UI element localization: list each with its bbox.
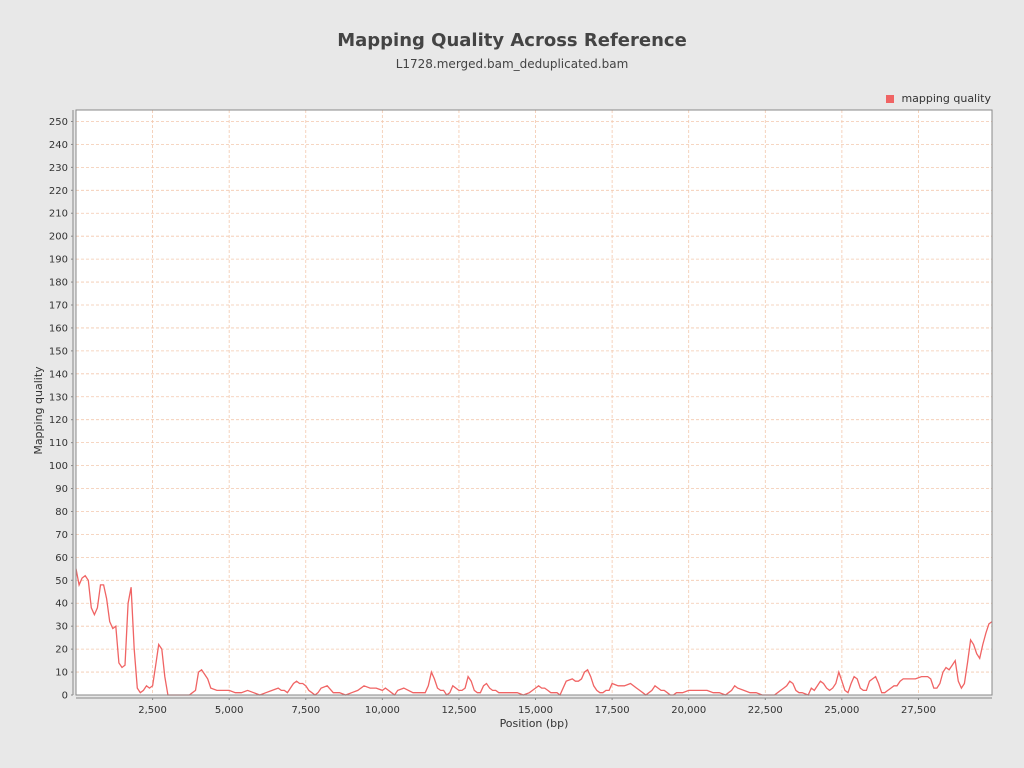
legend-swatch-mapping-quality bbox=[886, 94, 895, 103]
y-tick-label: 240 bbox=[49, 140, 68, 151]
x-axis-label: Position (bp) bbox=[500, 717, 569, 730]
y-tick-label: 230 bbox=[49, 163, 68, 174]
y-tick-label: 100 bbox=[49, 461, 68, 472]
x-tick-label: 5,000 bbox=[215, 705, 244, 716]
x-tick-label: 27,500 bbox=[901, 705, 936, 716]
chart-title: Mapping Quality Across Reference bbox=[337, 30, 687, 51]
x-tick-label: 22,500 bbox=[748, 705, 783, 716]
y-tick-label: 130 bbox=[49, 392, 68, 403]
y-tick-label: 160 bbox=[49, 323, 68, 334]
y-tick-label: 30 bbox=[55, 622, 68, 633]
chart-subtitle: L1728.merged.bam_deduplicated.bam bbox=[395, 57, 629, 71]
y-tick-label: 110 bbox=[49, 438, 68, 449]
y-tick-label: 170 bbox=[49, 301, 68, 312]
y-tick-label: 40 bbox=[55, 599, 68, 610]
y-tick-label: 80 bbox=[55, 507, 68, 518]
x-tick-label: 7,500 bbox=[291, 705, 320, 716]
x-tick-label: 10,000 bbox=[365, 705, 400, 716]
y-tick-label: 200 bbox=[49, 232, 68, 243]
y-tick-label: 90 bbox=[55, 484, 68, 495]
y-tick-label: 50 bbox=[55, 576, 68, 587]
y-tick-label: 20 bbox=[55, 645, 68, 656]
y-tick-label: 180 bbox=[49, 278, 68, 289]
y-tick-label: 70 bbox=[55, 530, 68, 541]
y-tick-label: 210 bbox=[49, 209, 68, 220]
y-tick-label: 0 bbox=[62, 691, 68, 702]
x-tick-label: 20,000 bbox=[671, 705, 706, 716]
y-tick-label: 220 bbox=[49, 186, 68, 197]
x-tick-label: 15,000 bbox=[518, 705, 553, 716]
y-tick-label: 190 bbox=[49, 255, 68, 266]
legend: mapping quality bbox=[886, 92, 991, 105]
y-axis-label: Mapping quality bbox=[32, 366, 45, 455]
x-axis-ticks: 2,500 5,000 7,500 10,000 12,500 15,000 17,500 2… bbox=[138, 698, 936, 716]
plot-area bbox=[76, 110, 992, 695]
x-tick-label: 2,500 bbox=[138, 705, 167, 716]
y-tick-label: 60 bbox=[55, 553, 68, 564]
x-tick-label: 25,000 bbox=[824, 705, 859, 716]
series-line-mapping-quality bbox=[75, 568, 993, 697]
x-tick-label: 12,500 bbox=[441, 705, 476, 716]
legend-label-mapping-quality: mapping quality bbox=[901, 92, 991, 105]
y-tick-label: 150 bbox=[49, 346, 68, 357]
y-tick-label: 250 bbox=[49, 117, 68, 128]
y-tick-label: 140 bbox=[49, 369, 68, 380]
y-tick-label: 10 bbox=[55, 668, 68, 679]
x-tick-label: 17,500 bbox=[595, 705, 630, 716]
y-tick-label: 120 bbox=[49, 415, 68, 426]
y-axis-ticks: 0 10 20 30 40 50 60 70 80 90 100 110 120 130 140 150 160… bbox=[49, 117, 73, 702]
plot-border bbox=[75, 109, 993, 696]
gridlines bbox=[76, 110, 992, 696]
